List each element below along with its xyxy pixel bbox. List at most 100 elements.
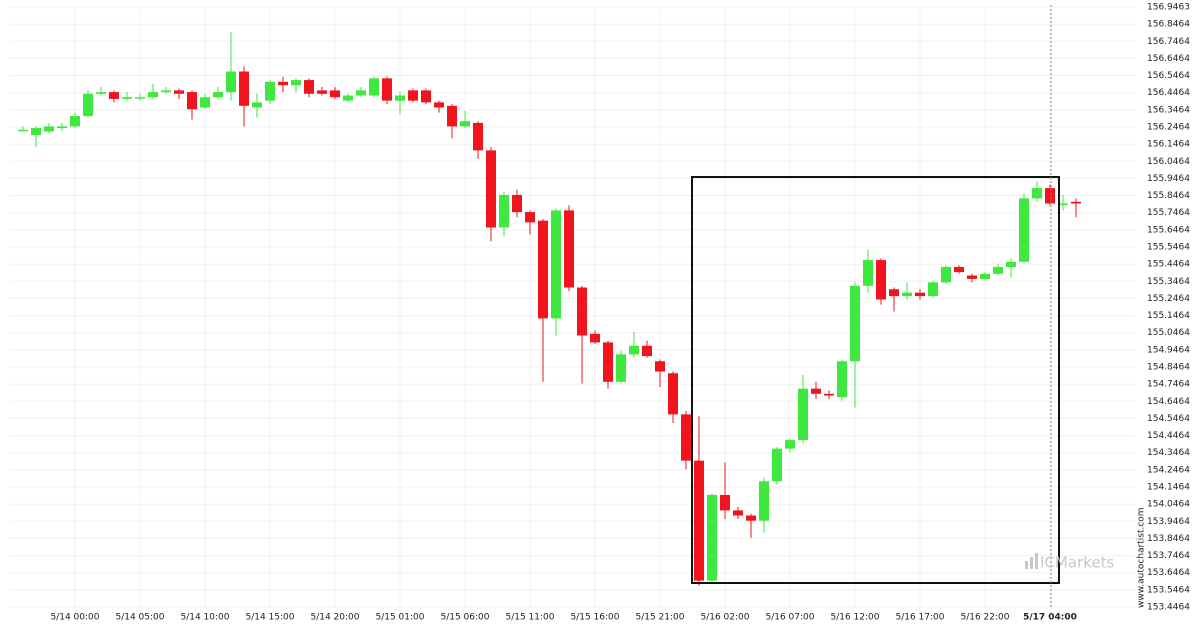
candle-body xyxy=(304,80,314,94)
candle-body xyxy=(733,510,743,516)
candle-body xyxy=(1032,188,1042,199)
x-tick-label: 5/15 06:00 xyxy=(440,613,489,623)
candle-body xyxy=(213,92,223,98)
candle-body xyxy=(291,80,301,86)
y-tick-label: 154.9464 xyxy=(1147,345,1190,355)
candle-body xyxy=(642,345,652,357)
candle-body xyxy=(239,71,249,106)
candle-body xyxy=(655,361,665,372)
x-tick-label: 5/15 11:00 xyxy=(505,613,554,623)
candle-body xyxy=(330,90,340,98)
y-tick-label: 154.1464 xyxy=(1147,482,1190,492)
watermark: ICMarkets xyxy=(1040,554,1114,572)
y-tick-label: 154.6464 xyxy=(1147,397,1190,407)
candle-body xyxy=(538,220,548,319)
y-tick-label: 153.8464 xyxy=(1147,534,1190,544)
candle-body xyxy=(915,292,925,297)
candle-body xyxy=(941,266,951,283)
candle-body xyxy=(772,448,782,482)
y-tick-label: 156.2464 xyxy=(1147,122,1190,132)
candle-body xyxy=(811,388,821,394)
candle-body xyxy=(954,266,964,273)
candle-body xyxy=(18,129,28,132)
candle-body xyxy=(668,373,678,415)
y-tick-label: 153.6464 xyxy=(1147,568,1190,578)
candle-body xyxy=(148,92,158,98)
candle-body xyxy=(96,92,106,94)
candle-body xyxy=(1006,261,1016,267)
candle-body xyxy=(408,90,418,101)
candle-body xyxy=(577,287,587,336)
candle-body xyxy=(759,481,769,521)
x-tick-label: 5/16 22:00 xyxy=(960,613,1009,623)
y-tick-label: 156.9463 xyxy=(1147,3,1190,13)
candle-body xyxy=(837,361,847,398)
x-tick-label: 5/15 21:00 xyxy=(635,613,684,623)
x-tick-label: 5/14 10:00 xyxy=(180,613,229,623)
y-tick-label: 154.7464 xyxy=(1147,380,1190,390)
candle-body xyxy=(434,102,444,108)
candle-body xyxy=(746,515,756,521)
candle-body xyxy=(343,95,353,101)
credit: www.autochartist.com xyxy=(1137,507,1147,608)
candles xyxy=(18,32,1081,586)
candle-body xyxy=(863,260,873,286)
x-tick-label: 5/16 12:00 xyxy=(830,613,879,623)
y-tick-label: 154.8464 xyxy=(1147,362,1190,372)
candle-body xyxy=(122,97,132,99)
candle-body xyxy=(629,345,639,355)
y-tick-label: 156.7464 xyxy=(1147,37,1190,47)
candle-body xyxy=(187,92,197,110)
x-tick-label: 5/16 02:00 xyxy=(700,613,749,623)
y-tick-label: 155.8464 xyxy=(1147,191,1190,201)
candle-body xyxy=(902,292,912,297)
y-tick-label: 155.5464 xyxy=(1147,242,1190,252)
candle-body xyxy=(447,105,457,127)
candle-body xyxy=(590,333,600,343)
x-tick-label: 5/16 17:00 xyxy=(895,613,944,623)
candle-body xyxy=(512,194,522,213)
candle-body xyxy=(356,90,366,96)
candle-body xyxy=(278,81,288,86)
candle-body xyxy=(369,78,379,96)
candle-body xyxy=(694,460,704,581)
x-tick-label: 5/14 00:00 xyxy=(50,613,99,623)
y-tick-label: 153.5464 xyxy=(1147,585,1190,595)
y-tick-label: 154.5464 xyxy=(1147,414,1190,424)
candle-body xyxy=(551,210,561,319)
y-tick-label: 153.9464 xyxy=(1147,517,1190,527)
axes: 153.4464 153.5464 153.6464 153.7464 153.8464… xyxy=(50,3,1190,623)
candle-body xyxy=(252,102,262,108)
y-tick-label: 155.2464 xyxy=(1147,294,1190,304)
y-tick-label: 153.7464 xyxy=(1147,551,1190,561)
candle-body xyxy=(395,95,405,101)
candle-body xyxy=(785,440,795,449)
candle-body xyxy=(174,90,184,94)
y-tick-label: 154.2464 xyxy=(1147,465,1190,475)
x-tick-label: 5/14 20:00 xyxy=(310,613,359,623)
y-tick-label: 156.3464 xyxy=(1147,105,1190,115)
y-tick-label: 156.1464 xyxy=(1147,140,1190,150)
y-tick-label: 155.3464 xyxy=(1147,277,1190,287)
candle-body xyxy=(70,116,80,127)
candle-body xyxy=(200,97,210,108)
y-tick-label: 154.4464 xyxy=(1147,431,1190,441)
x-tick-label: 5/15 01:00 xyxy=(375,613,424,623)
candle-body xyxy=(460,121,470,127)
y-tick-label: 156.5464 xyxy=(1147,71,1190,81)
pattern-box xyxy=(691,176,1060,584)
candle-body xyxy=(382,78,392,101)
x-tick-label: 5/16 07:00 xyxy=(765,613,814,623)
candle-body xyxy=(876,260,886,300)
candle-body xyxy=(824,393,834,396)
y-tick-label: 156.0464 xyxy=(1147,157,1190,167)
y-tick-label: 153.4464 xyxy=(1147,603,1190,613)
candle-body xyxy=(928,282,938,297)
candle-body xyxy=(603,342,613,382)
candle-body xyxy=(681,414,691,461)
y-tick-label: 156.8464 xyxy=(1147,20,1190,30)
candle-body xyxy=(473,122,483,151)
candle-body xyxy=(499,194,509,228)
